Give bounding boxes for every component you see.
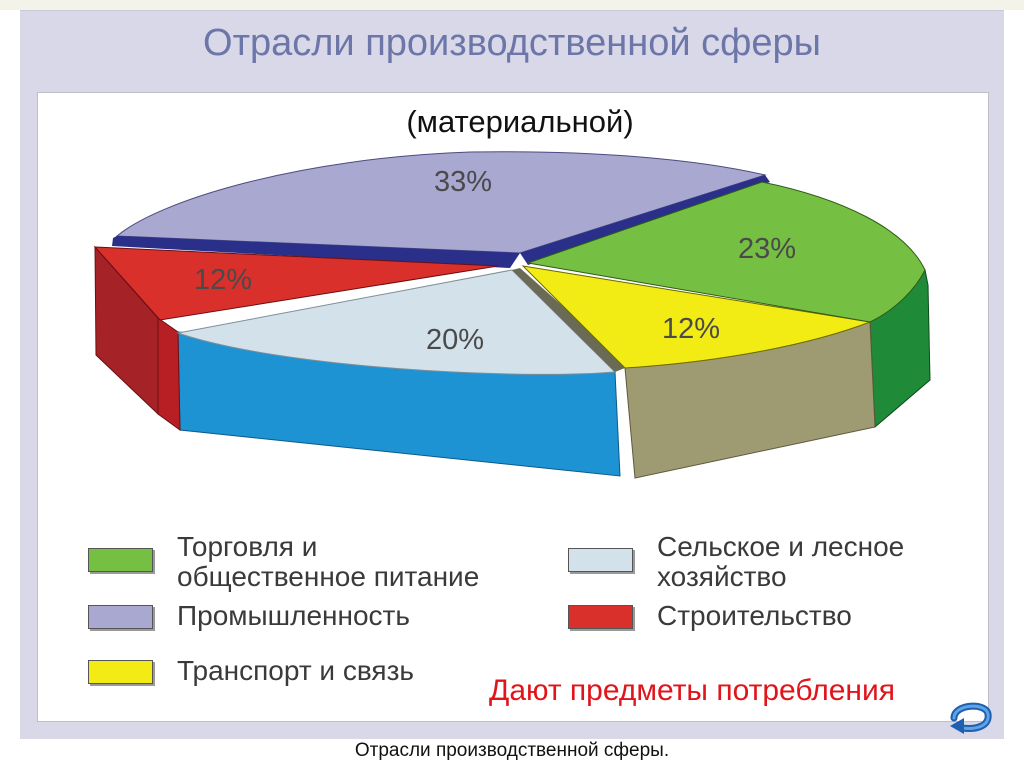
slice-agri [176, 269, 617, 375]
legend-item-construction: Строительство [568, 601, 852, 631]
legend-swatch-trade [88, 548, 153, 572]
legend-swatch-transport [88, 660, 153, 684]
legend-label-agri-line2: хозяйство [657, 561, 787, 592]
legend-swatch-industry [88, 605, 153, 629]
legend-item-trade: Торговля и общественное питание [88, 532, 479, 592]
label-construction: 12% [194, 264, 252, 296]
top-strip [0, 0, 1024, 10]
label-agri: 20% [426, 324, 484, 356]
slice-industry-edge-right [520, 175, 770, 265]
return-arrow-icon[interactable] [946, 696, 994, 736]
note-text: Дают предметы потребления [489, 674, 895, 707]
slice-trade [527, 181, 926, 323]
legend-item-transport: Транспорт и связь [88, 656, 414, 686]
label-transport: 12% [662, 313, 720, 345]
slice-industry [115, 151, 767, 254]
legend-label-transport: Транспорт и связь [177, 655, 415, 686]
slice-construction [93, 246, 499, 321]
legend-item-agri: Сельское и лесное хозяйство [568, 532, 904, 592]
legend-item-industry: Промышленность [88, 601, 410, 631]
legend-swatch-construction [568, 605, 633, 629]
legend-label-industry: Промышленность [177, 600, 410, 631]
legend-label-agri-line1: Сельское и лесное [657, 531, 905, 562]
legend-label-construction: Строительство [657, 600, 852, 631]
slice-industry-edge [112, 236, 520, 268]
slide-title: Отрасли производственной сферы [203, 22, 821, 64]
slice-transport [521, 265, 872, 369]
label-trade: 23% [738, 233, 796, 265]
legend-label-trade-line1: Торговля и [177, 531, 318, 562]
caption: Отрасли производственной сферы. [354, 740, 670, 761]
legend-label-trade-line2: общественное питание [177, 561, 480, 592]
chart-subtitle: (материальной) [406, 104, 634, 139]
wall-construction-front [157, 317, 181, 431]
legend-swatch-agri [568, 548, 633, 572]
label-industry: 33% [434, 166, 492, 198]
slice-agri-shadow [512, 268, 630, 372]
